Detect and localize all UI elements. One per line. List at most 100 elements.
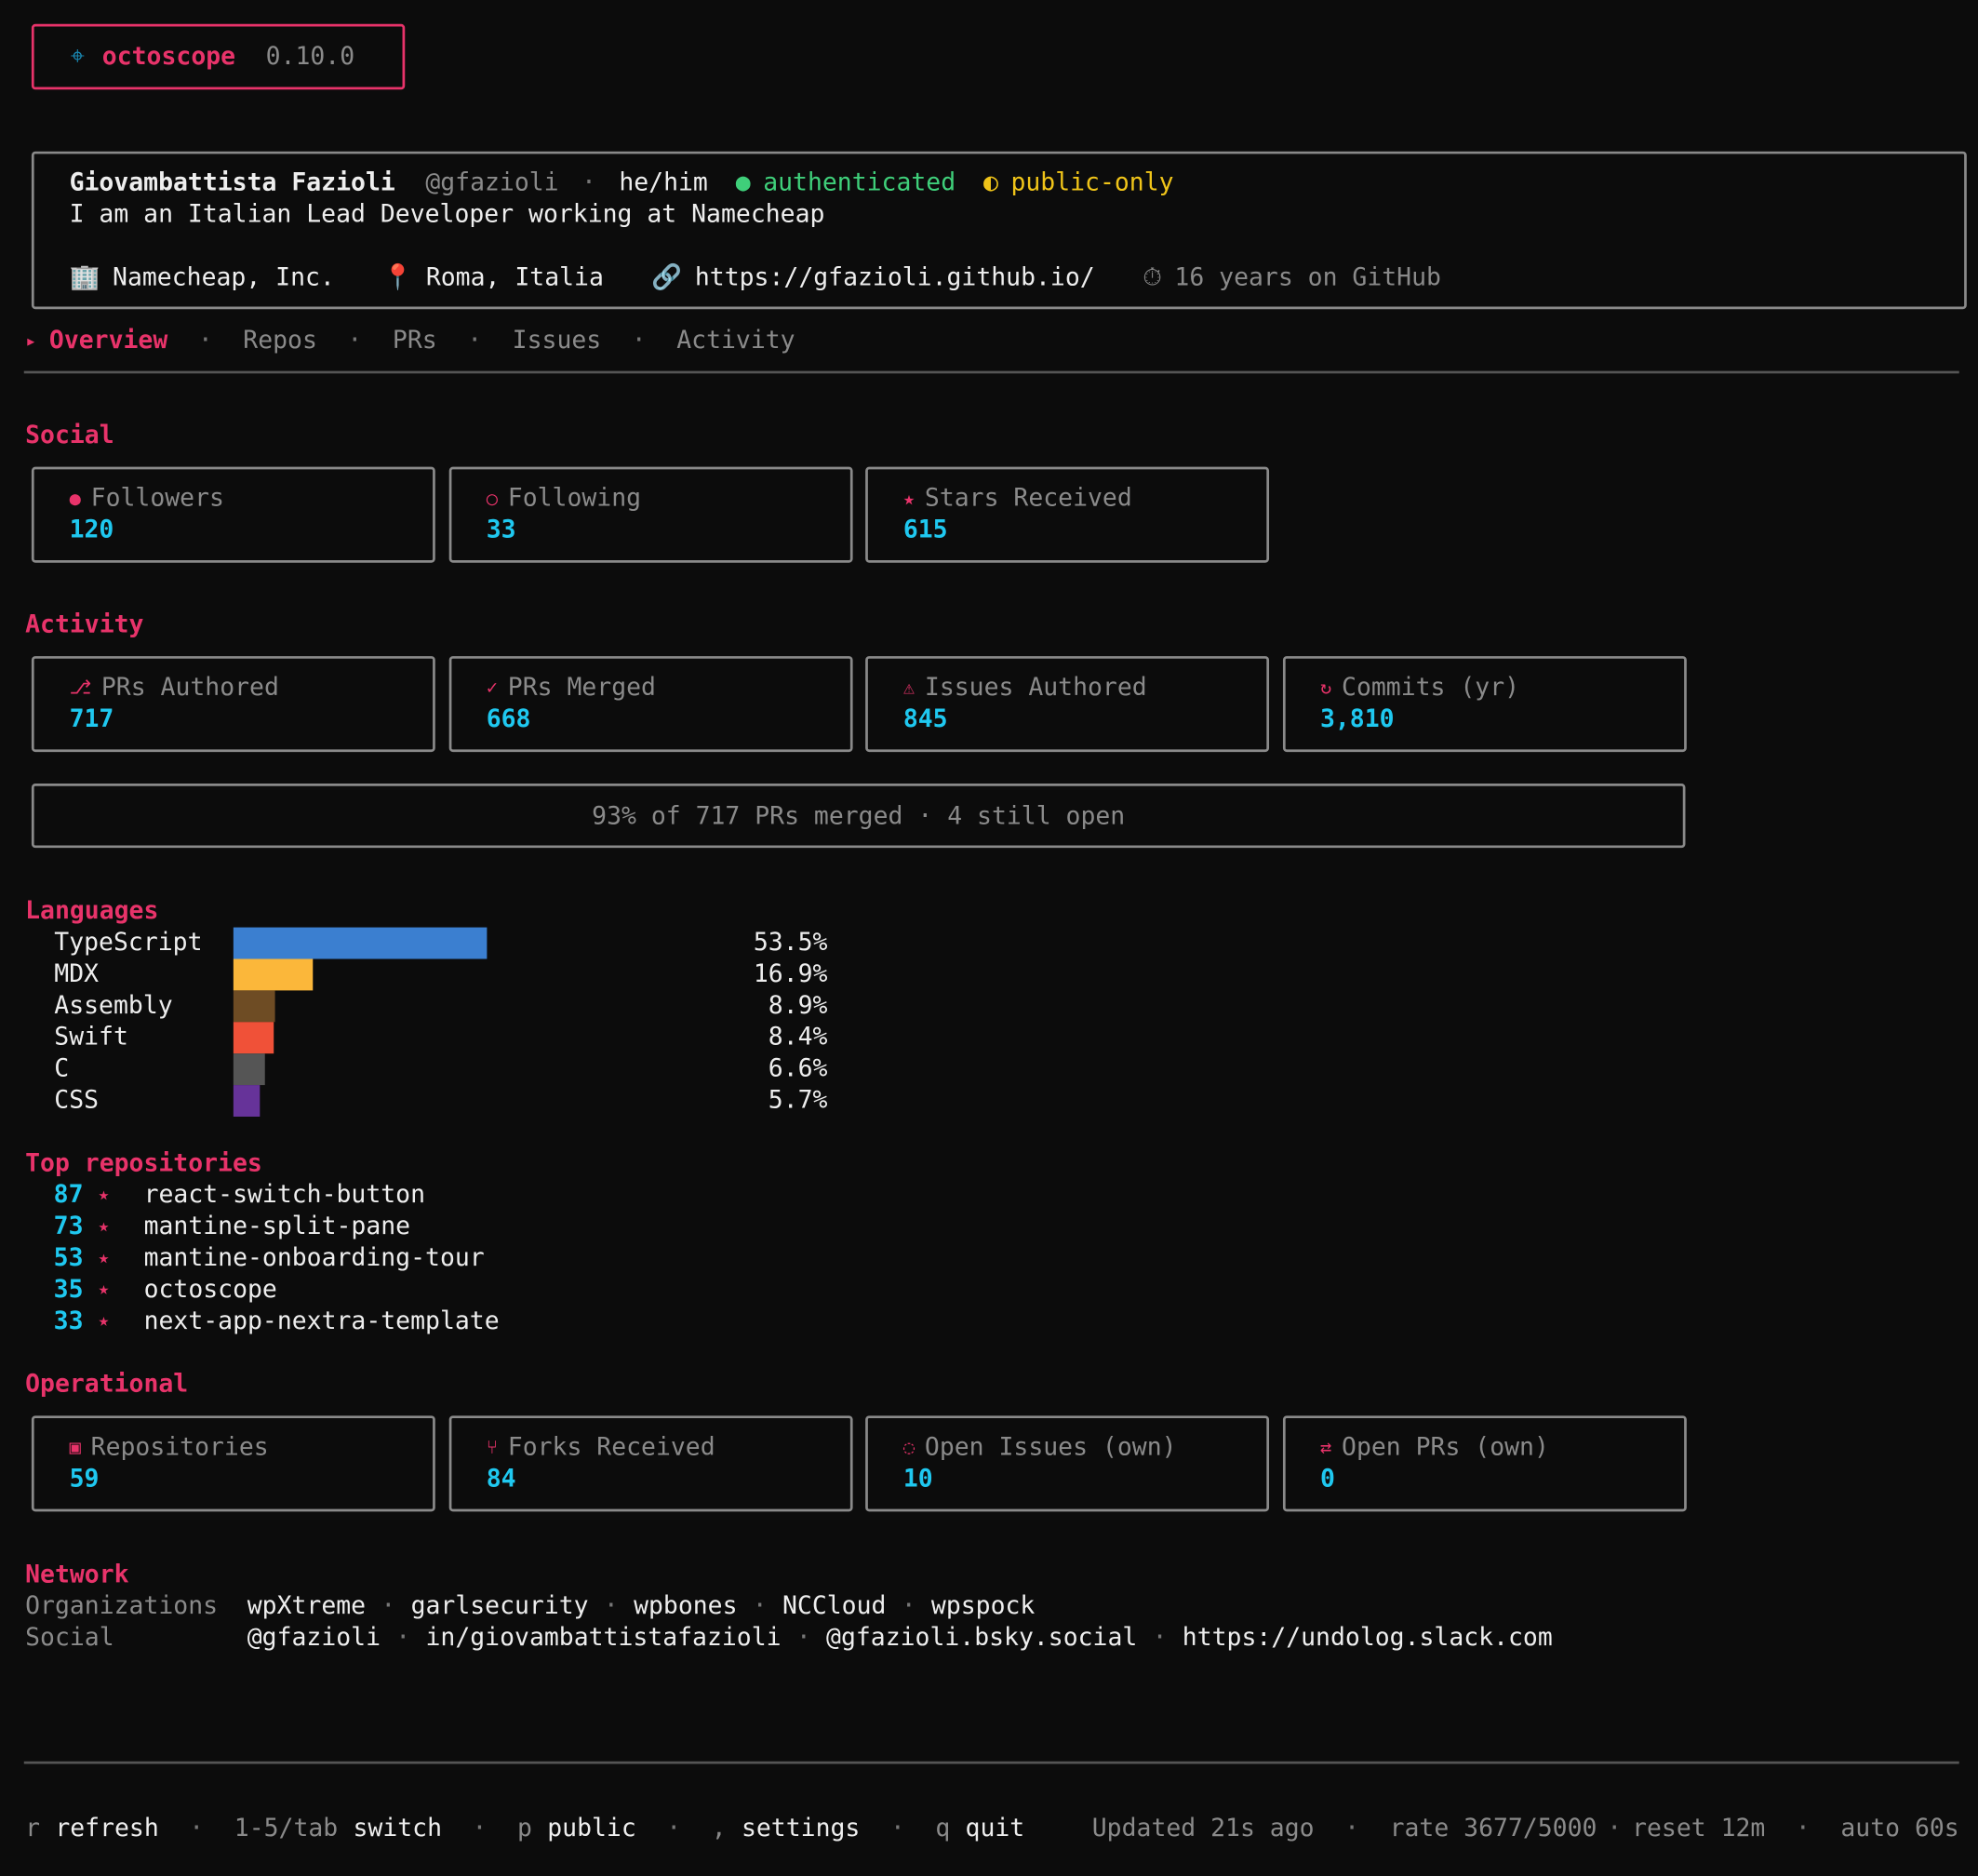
network-item: in/giovambattistafazioli [425,1622,782,1652]
app-name: octoscope [101,41,236,71]
separator [1344,1813,1359,1843]
separator [604,1591,619,1622]
separator [666,1813,681,1843]
tab[interactable]: Repos [243,325,317,355]
separator [796,1623,811,1654]
stat-card [1282,1415,1687,1512]
section-title: Top repositories [25,1147,262,1178]
separator [189,1813,204,1843]
stat-label: Issues Authored [924,672,1147,702]
stat-card [865,656,1270,753]
stat-label-row: ⑂ Forks Received [487,1432,715,1463]
status-item: rate 3677/5000 [1389,1813,1597,1842]
profile-name: Giovambattista Fazioli [69,168,395,197]
tab-bar: ▸ Overview Repos PRs Issues Activity [25,326,795,356]
key-action: switch [353,1813,443,1842]
stat-icon: ▣ [69,1436,81,1459]
separator [381,1591,395,1622]
language-bar [233,1053,265,1086]
separator [347,326,362,356]
key: p [517,1813,532,1842]
stat-value: 84 [486,1463,516,1494]
network-item: garlsecurity [410,1590,589,1620]
stat-card [865,1415,1270,1512]
repo-stars: 33 [53,1306,84,1335]
profile-age: 16 years on GitHub [1174,262,1441,292]
footer-status: Updated 21s ago rate 3677/5000 reset 12m au… [1092,1813,1959,1843]
language-bar [233,990,276,1023]
profile-box [31,151,1967,310]
language-bar [233,958,314,991]
star-icon: ★ [98,1185,110,1205]
tab[interactable]: Activity [676,325,795,355]
separator [581,168,596,198]
key: r [25,1813,41,1842]
repo-name: next-app-nextra-template [143,1306,500,1335]
key-action: settings [741,1813,861,1842]
language-percent: 5.7% [768,1085,828,1115]
stat-value: 3,810 [1319,704,1395,733]
language-name: CSS [54,1085,100,1115]
tab-marker: ▸ [25,328,37,353]
stat-label: Followers [90,483,224,513]
repo-name: mantine-onboarding-tour [143,1242,485,1272]
network-label: Social [25,1622,114,1652]
stat-label: PRs Authored [100,672,279,702]
key-action: refresh [55,1813,159,1842]
stat-label: Open Issues (own) [924,1431,1177,1462]
tab[interactable]: Overview [48,325,168,355]
star-icon: ★ [98,1310,110,1332]
network-item: wpspock [930,1590,1036,1620]
scope-icon: ◐ [982,168,998,197]
stat-label: Open PRs (own) [1342,1431,1549,1462]
stat-icon: ● [69,487,81,510]
network-item: @gfazioli [247,1622,381,1652]
stat-label: Repositories [90,1431,269,1462]
language-bar [233,927,487,959]
tab[interactable]: Issues [512,325,602,355]
age-icon: ⏱ [1143,262,1162,292]
merge-summary: 93% of 717 PRs merged · 4 still open [592,800,1126,831]
stat-label-row: ● Followers [70,483,224,514]
stat-icon: ✓ [486,676,498,700]
stat-card [448,466,852,563]
stat-value: 717 [69,704,114,733]
section-title: Operational [25,1369,189,1399]
repo-stars: 53 [53,1242,84,1272]
separator [1796,1813,1811,1843]
network-item: NCCloud [782,1590,887,1620]
language-percent: 8.9% [768,990,828,1020]
stat-icon: ○ [486,487,498,510]
network-item: https://undolog.slack.com [1182,1622,1553,1652]
language-bar [233,1085,261,1117]
repo-name: react-switch-button [143,1179,426,1209]
stat-value: 0 [1319,1463,1335,1494]
stat-icon: ⇄ [1319,1436,1332,1459]
language-percent: 53.5% [753,927,828,957]
stat-icon: ⚠ [902,676,915,700]
language-percent: 6.6% [768,1053,828,1083]
stat-value: 845 [902,704,948,733]
status-item: auto 60s [1840,1813,1959,1842]
stat-card [865,466,1270,563]
stat-label: Stars Received [924,483,1132,513]
profile-handle: @gfazioli [425,168,559,197]
stat-card [31,1415,435,1512]
company-icon: 🏢 [69,262,100,292]
key: q [935,1813,951,1842]
repo-stars: 35 [53,1274,84,1304]
stat-label: Forks Received [507,1431,715,1462]
tab[interactable]: PRs [392,325,437,355]
auth-status: authenticated [763,168,956,197]
app-header [31,23,406,90]
separator [632,326,647,356]
stat-value: 668 [486,704,531,733]
stat-label: Commits (yr) [1342,672,1520,702]
network-items: wpXtreme garlsecurity wpbones NCCloud wpspoc… [247,1591,1036,1622]
separator [198,326,213,356]
network-item: wpXtreme [247,1590,367,1620]
auth-icon: ● [735,168,751,197]
language-bar [233,1022,274,1054]
separator [902,1591,916,1622]
